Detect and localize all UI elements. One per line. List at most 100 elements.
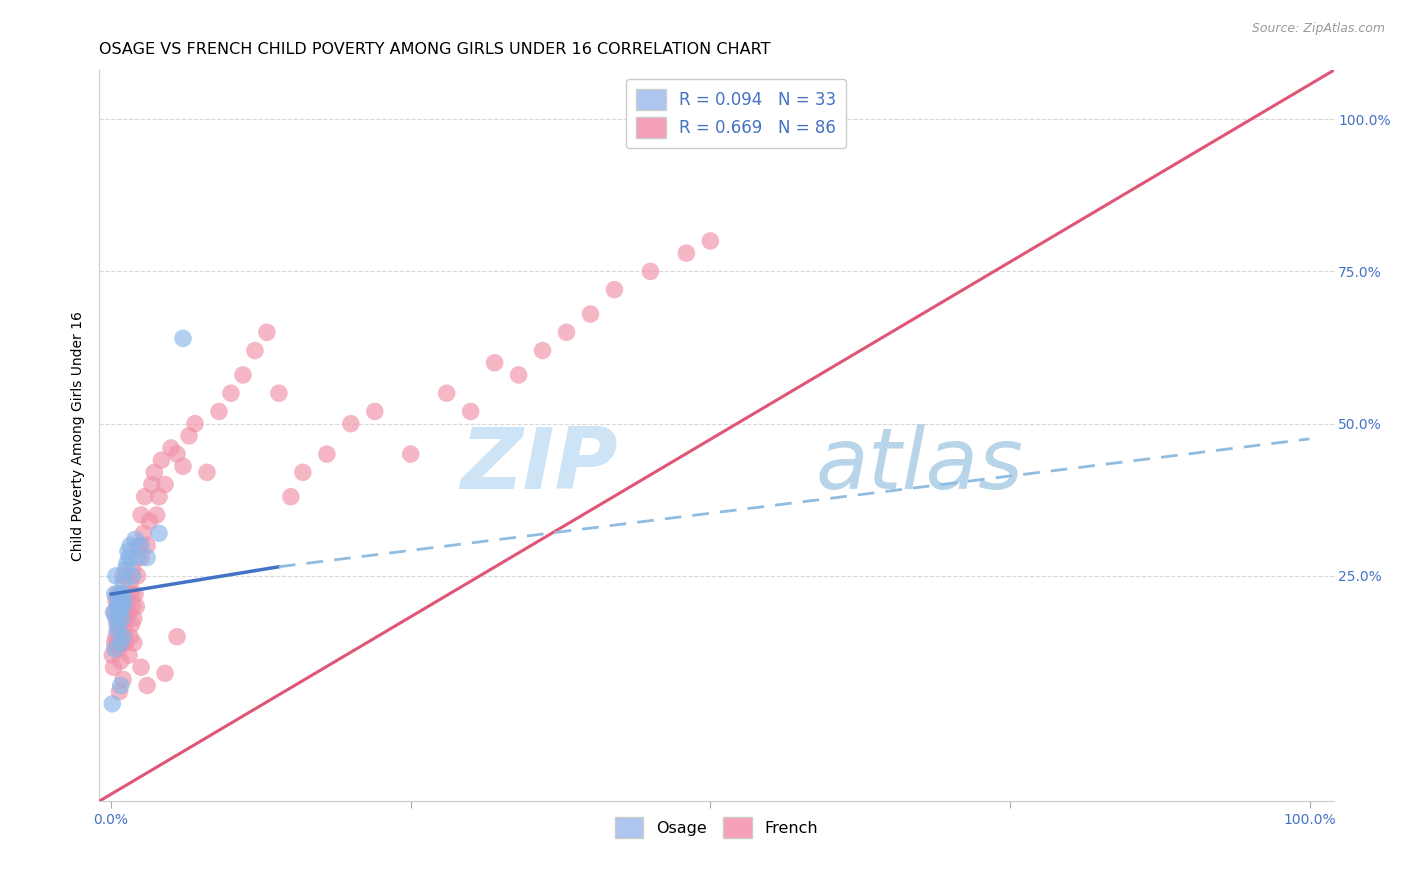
Point: [110, 636, 132, 650]
Point: [127, 569, 149, 583]
Point: [243, 343, 266, 358]
Text: ZIP: ZIP: [460, 424, 617, 507]
Point: [112, 624, 135, 638]
Point: [122, 636, 145, 650]
Point: [143, 466, 166, 480]
Point: [121, 599, 143, 614]
Point: [256, 326, 278, 340]
Point: [219, 386, 242, 401]
Point: [118, 550, 141, 565]
Point: [108, 599, 131, 614]
Point: [114, 563, 136, 577]
Point: [118, 648, 141, 662]
Point: [115, 557, 138, 571]
Point: [121, 563, 143, 577]
Point: [177, 429, 200, 443]
Point: [699, 234, 721, 248]
Point: [112, 569, 135, 583]
Point: [127, 550, 149, 565]
Point: [112, 673, 135, 687]
Point: [110, 679, 132, 693]
Point: [129, 550, 152, 565]
Point: [267, 386, 290, 401]
Point: [111, 636, 134, 650]
Point: [105, 636, 128, 650]
Point: [103, 660, 125, 674]
Point: [134, 490, 156, 504]
Point: [145, 508, 167, 522]
Point: [484, 356, 506, 370]
Point: [579, 307, 602, 321]
Point: [148, 526, 170, 541]
Point: [112, 599, 135, 614]
Point: [107, 593, 129, 607]
Point: [107, 611, 129, 625]
Point: [291, 466, 314, 480]
Point: [111, 587, 134, 601]
Point: [117, 544, 139, 558]
Point: [141, 477, 163, 491]
Point: [104, 642, 127, 657]
Point: [129, 660, 152, 674]
Text: atlas: atlas: [815, 424, 1024, 507]
Point: [121, 569, 143, 583]
Point: [105, 624, 128, 638]
Point: [129, 538, 152, 552]
Point: [108, 684, 131, 698]
Y-axis label: Child Poverty Among Girls Under 16: Child Poverty Among Girls Under 16: [72, 311, 86, 561]
Point: [153, 477, 176, 491]
Point: [112, 606, 135, 620]
Point: [166, 630, 188, 644]
Point: [120, 574, 142, 589]
Point: [121, 617, 143, 632]
Point: [124, 533, 146, 547]
Point: [555, 326, 578, 340]
Point: [129, 508, 152, 522]
Point: [117, 587, 139, 601]
Point: [112, 593, 135, 607]
Point: [105, 587, 128, 601]
Point: [118, 606, 141, 620]
Point: [195, 466, 218, 480]
Point: [104, 630, 127, 644]
Point: [112, 630, 135, 644]
Point: [110, 654, 132, 668]
Point: [103, 606, 125, 620]
Point: [107, 642, 129, 657]
Point: [460, 404, 482, 418]
Point: [132, 526, 155, 541]
Point: [114, 636, 136, 650]
Point: [114, 611, 136, 625]
Point: [232, 368, 254, 382]
Point: [105, 617, 128, 632]
Point: [107, 617, 129, 632]
Point: [128, 538, 150, 552]
Point: [138, 514, 160, 528]
Point: [208, 404, 231, 418]
Point: [675, 246, 697, 260]
Point: [111, 587, 134, 601]
Point: [508, 368, 530, 382]
Point: [120, 538, 142, 552]
Point: [436, 386, 458, 401]
Point: [112, 574, 135, 589]
Point: [172, 331, 194, 345]
Point: [104, 611, 127, 625]
Point: [136, 679, 159, 693]
Text: Source: ZipAtlas.com: Source: ZipAtlas.com: [1251, 22, 1385, 36]
Point: [105, 599, 128, 614]
Point: [104, 593, 127, 607]
Point: [108, 624, 131, 638]
Point: [108, 606, 131, 620]
Point: [160, 441, 183, 455]
Point: [280, 490, 302, 504]
Point: [148, 490, 170, 504]
Point: [121, 587, 143, 601]
Point: [531, 343, 554, 358]
Point: [104, 636, 127, 650]
Point: [120, 630, 142, 644]
Point: [110, 599, 132, 614]
Point: [172, 459, 194, 474]
Point: [104, 569, 127, 583]
Point: [104, 606, 127, 620]
